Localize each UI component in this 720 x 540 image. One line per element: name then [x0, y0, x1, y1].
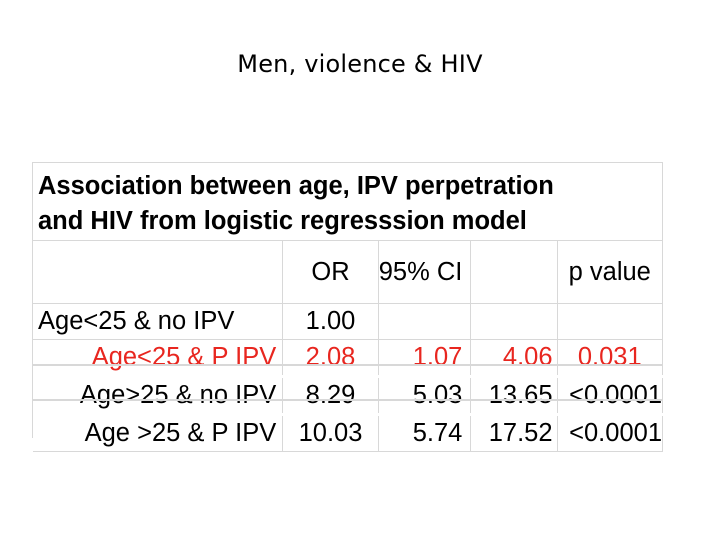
- column-header-p-value: p value: [556, 240, 664, 304]
- ci-high-cell: 13.65: [470, 376, 558, 416]
- table-header-row: OR 95% CI p value: [33, 240, 664, 304]
- odds-ratio-cell: 10.03: [282, 414, 379, 452]
- table-row-highlighted: Age<25 & P IPV 2.08 1.07 4.06 0.031: [33, 339, 664, 378]
- row-divider: [33, 364, 662, 366]
- ci-high-cell: 17.52: [470, 414, 558, 452]
- association-table: Association between age, IPV perpetratio…: [32, 162, 664, 452]
- table-row: Age<25 & no IPV 1.00: [33, 303, 664, 340]
- odds-ratio-cell: 2.08: [282, 339, 379, 378]
- row-label: Age<25 & P IPV: [33, 339, 284, 378]
- odds-ratio-cell: 8.29: [282, 376, 379, 416]
- p-value-cell: <0.0001: [556, 414, 664, 452]
- table-row: Age>25 & no IPV 8.29 5.03 13.65 <0.0001: [33, 376, 664, 416]
- table-heading: Association between age, IPV perpetratio…: [33, 163, 663, 240]
- row-label: Age>25 & no IPV: [33, 376, 284, 416]
- table-row: Age >25 & P IPV 10.03 5.74 17.52 <0.0001: [33, 414, 664, 452]
- p-value-cell: 0.031: [556, 339, 664, 378]
- regression-table: OR 95% CI p value Age<25 & no IPV 1.00 A…: [33, 240, 664, 452]
- row-label: Age >25 & P IPV: [33, 414, 284, 452]
- ci-low-cell: 5.74: [377, 414, 472, 452]
- p-value-cell: [556, 303, 664, 340]
- column-header-label: [33, 240, 284, 304]
- column-header-ci-spacer: [470, 240, 558, 304]
- column-header-ci: 95% CI: [377, 240, 472, 304]
- ci-low-cell: 5.03: [377, 376, 472, 416]
- row-divider: [33, 399, 662, 401]
- ci-low-cell: 1.07: [377, 339, 472, 378]
- column-header-or: OR: [282, 240, 379, 304]
- odds-ratio-cell: 1.00: [282, 303, 379, 340]
- ci-high-cell: 4.06: [470, 339, 558, 378]
- p-value-cell: <0.0001: [556, 376, 664, 416]
- table-heading-line-1: Association between age, IPV perpetratio…: [38, 172, 554, 200]
- ci-low-cell: [377, 303, 472, 340]
- ci-high-cell: [470, 303, 558, 340]
- table-heading-line-2: and HIV from logistic regresssion model: [38, 207, 527, 235]
- row-label: Age<25 & no IPV: [33, 303, 284, 340]
- slide-title: Men, violence & HIV: [237, 50, 483, 78]
